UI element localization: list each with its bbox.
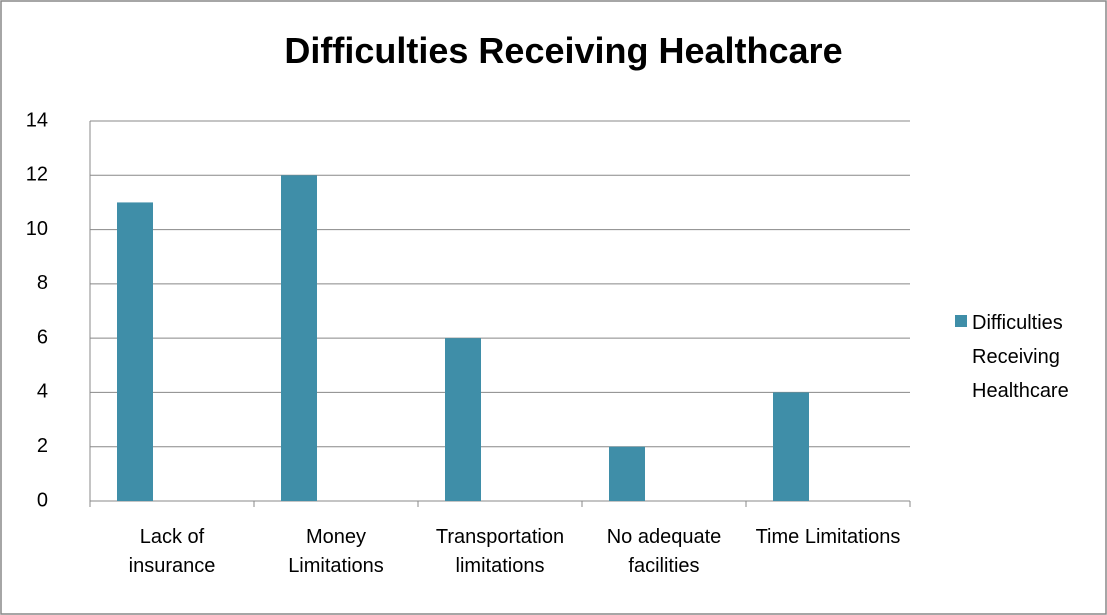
y-tick-label: 14: [26, 109, 48, 131]
bar: [773, 392, 809, 501]
legend-label: Difficulties Receiving Healthcare: [972, 312, 1069, 402]
x-tick-label: Transportation limitations: [435, 526, 565, 577]
y-tick-label: 12: [26, 164, 48, 186]
bar: [445, 338, 481, 501]
x-tick-label: Lack of insurance: [128, 526, 216, 577]
y-tick-label: 6: [37, 326, 48, 348]
y-tick-label: 4: [37, 381, 48, 403]
y-tick-label: 0: [37, 489, 48, 511]
x-tick-label: Money Limitations: [288, 526, 384, 577]
bar: [117, 202, 153, 501]
x-tick-label: No adequate facilities: [606, 526, 722, 577]
bar: [281, 175, 317, 502]
y-tick-label: 8: [37, 272, 48, 294]
y-tick-label: 10: [26, 218, 48, 240]
y-tick-label: 2: [37, 435, 48, 457]
x-tick-label: Time Limitations: [755, 526, 901, 548]
bar: [609, 446, 645, 501]
legend-swatch: [955, 315, 967, 327]
chart-title: Difficulties Receiving Healthcare: [284, 30, 843, 71]
